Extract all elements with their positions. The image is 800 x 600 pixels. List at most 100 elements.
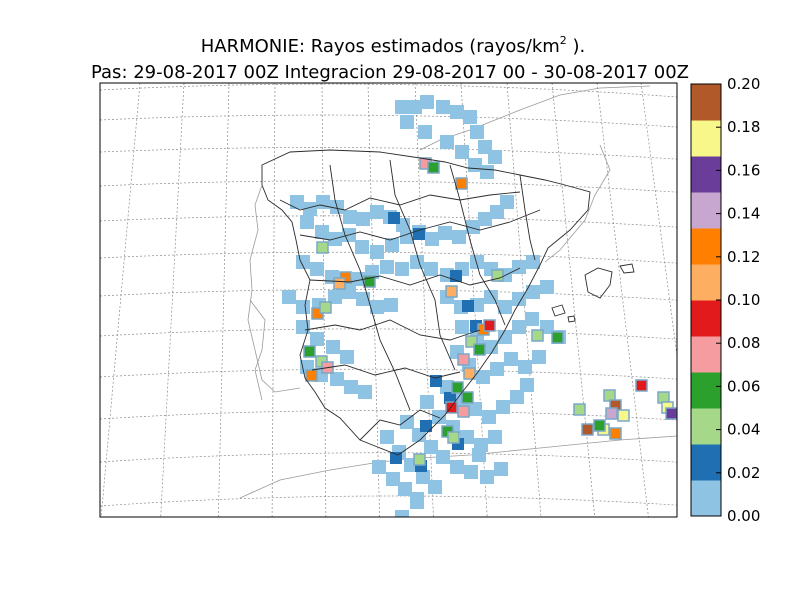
density-cell xyxy=(450,105,464,119)
map-area xyxy=(99,82,678,518)
colorbar-segment xyxy=(691,444,721,481)
colorbar-segment xyxy=(691,228,721,265)
density-cell xyxy=(573,403,586,416)
density-cell xyxy=(525,312,539,326)
density-cell xyxy=(333,277,346,290)
density-cell xyxy=(635,379,648,392)
density-cell xyxy=(500,195,514,209)
density-cell xyxy=(427,161,440,174)
colorbar-tick-label: 0.04 xyxy=(727,421,760,439)
density-cell xyxy=(488,430,502,444)
density-cell xyxy=(490,362,504,376)
density-cell xyxy=(380,430,394,444)
density-cell xyxy=(518,360,532,374)
density-cell xyxy=(512,260,526,274)
density-cell xyxy=(480,470,494,484)
colorbar-ticks: 0.00 0.02 0.04 0.06 0.08 0.10 0.12 0.14 0.16 0.18… xyxy=(716,75,760,525)
density-cell xyxy=(494,462,508,476)
density-cell xyxy=(386,472,400,486)
density-cell xyxy=(370,300,384,314)
density-cell xyxy=(457,353,470,366)
density-cell xyxy=(388,212,400,224)
density-cell xyxy=(372,460,386,474)
density-cell xyxy=(398,482,412,496)
density-cell xyxy=(455,177,468,190)
density-cell xyxy=(413,453,426,466)
density-cell xyxy=(609,427,622,440)
density-cell xyxy=(440,135,454,149)
density-cell xyxy=(468,158,482,172)
colorbar-tick-label: 0.12 xyxy=(727,248,760,266)
density-cell xyxy=(352,272,366,286)
density-cell xyxy=(476,370,490,384)
density-cell xyxy=(445,285,458,298)
colorbar-tick-label: 0.00 xyxy=(727,507,760,525)
density-cell xyxy=(444,392,456,404)
density-cell xyxy=(510,390,524,404)
density-cell xyxy=(473,343,486,356)
density-cell xyxy=(425,232,439,246)
density-cell xyxy=(484,340,498,354)
colorbar-tick-label: 0.14 xyxy=(727,205,760,223)
density-cell xyxy=(665,407,677,420)
portugal-outline xyxy=(247,184,301,393)
density-cell xyxy=(326,340,340,354)
density-cell xyxy=(432,410,446,424)
density-cell xyxy=(512,292,526,306)
colorbar-segment xyxy=(691,300,721,337)
density-cell xyxy=(380,260,394,274)
density-cell xyxy=(447,431,460,444)
colorbar-tick-label: 0.02 xyxy=(727,464,760,482)
density-cell xyxy=(617,409,630,422)
density-cell xyxy=(330,372,344,386)
density-cell xyxy=(526,255,540,269)
lightning-density-field xyxy=(282,95,677,517)
density-cell xyxy=(416,470,430,484)
density-cell xyxy=(385,238,399,252)
density-cell xyxy=(282,290,296,304)
density-cell xyxy=(451,381,464,394)
colorbar-segment xyxy=(691,372,721,409)
density-cell xyxy=(540,280,554,294)
density-cell xyxy=(450,460,464,474)
density-cell xyxy=(483,319,496,332)
density-cell xyxy=(498,300,512,314)
density-cell xyxy=(384,298,398,312)
colorbar-segment xyxy=(691,156,721,193)
density-cell xyxy=(408,100,422,114)
density-cell xyxy=(468,402,482,416)
density-cell xyxy=(424,262,438,276)
density-cell xyxy=(581,423,594,436)
density-cell xyxy=(430,375,442,387)
density-cell xyxy=(504,352,518,366)
colorbar: 0.00 0.02 0.04 0.06 0.08 0.10 0.12 0.14 0.16 0.18… xyxy=(690,75,760,525)
density-cell xyxy=(310,332,324,346)
density-cell xyxy=(290,195,304,209)
density-cell xyxy=(315,225,329,239)
chart-title: HARMONIE: Rayos estimados (rayos/km2 ). xyxy=(201,34,586,57)
density-cell xyxy=(472,448,486,462)
iberia-outline xyxy=(261,149,591,456)
density-cell xyxy=(410,255,424,269)
colorbar-gradient xyxy=(691,84,721,517)
density-cell xyxy=(512,320,526,334)
density-cell xyxy=(440,380,454,394)
density-cell xyxy=(356,292,370,306)
density-cell xyxy=(316,241,329,254)
density-cell xyxy=(470,125,484,139)
density-cell xyxy=(457,405,470,418)
density-cell xyxy=(400,115,414,129)
colorbar-tick-label: 0.10 xyxy=(727,291,760,309)
density-cell xyxy=(420,95,434,109)
density-cell xyxy=(461,391,474,404)
density-cell xyxy=(526,285,540,299)
density-cell xyxy=(356,212,370,226)
density-cell xyxy=(328,290,342,304)
density-cell xyxy=(370,245,384,259)
density-cell xyxy=(551,331,564,344)
colorbar-segment xyxy=(691,264,721,301)
density-cell xyxy=(390,452,402,464)
density-cell xyxy=(305,369,318,382)
balearic-islands xyxy=(551,263,635,323)
